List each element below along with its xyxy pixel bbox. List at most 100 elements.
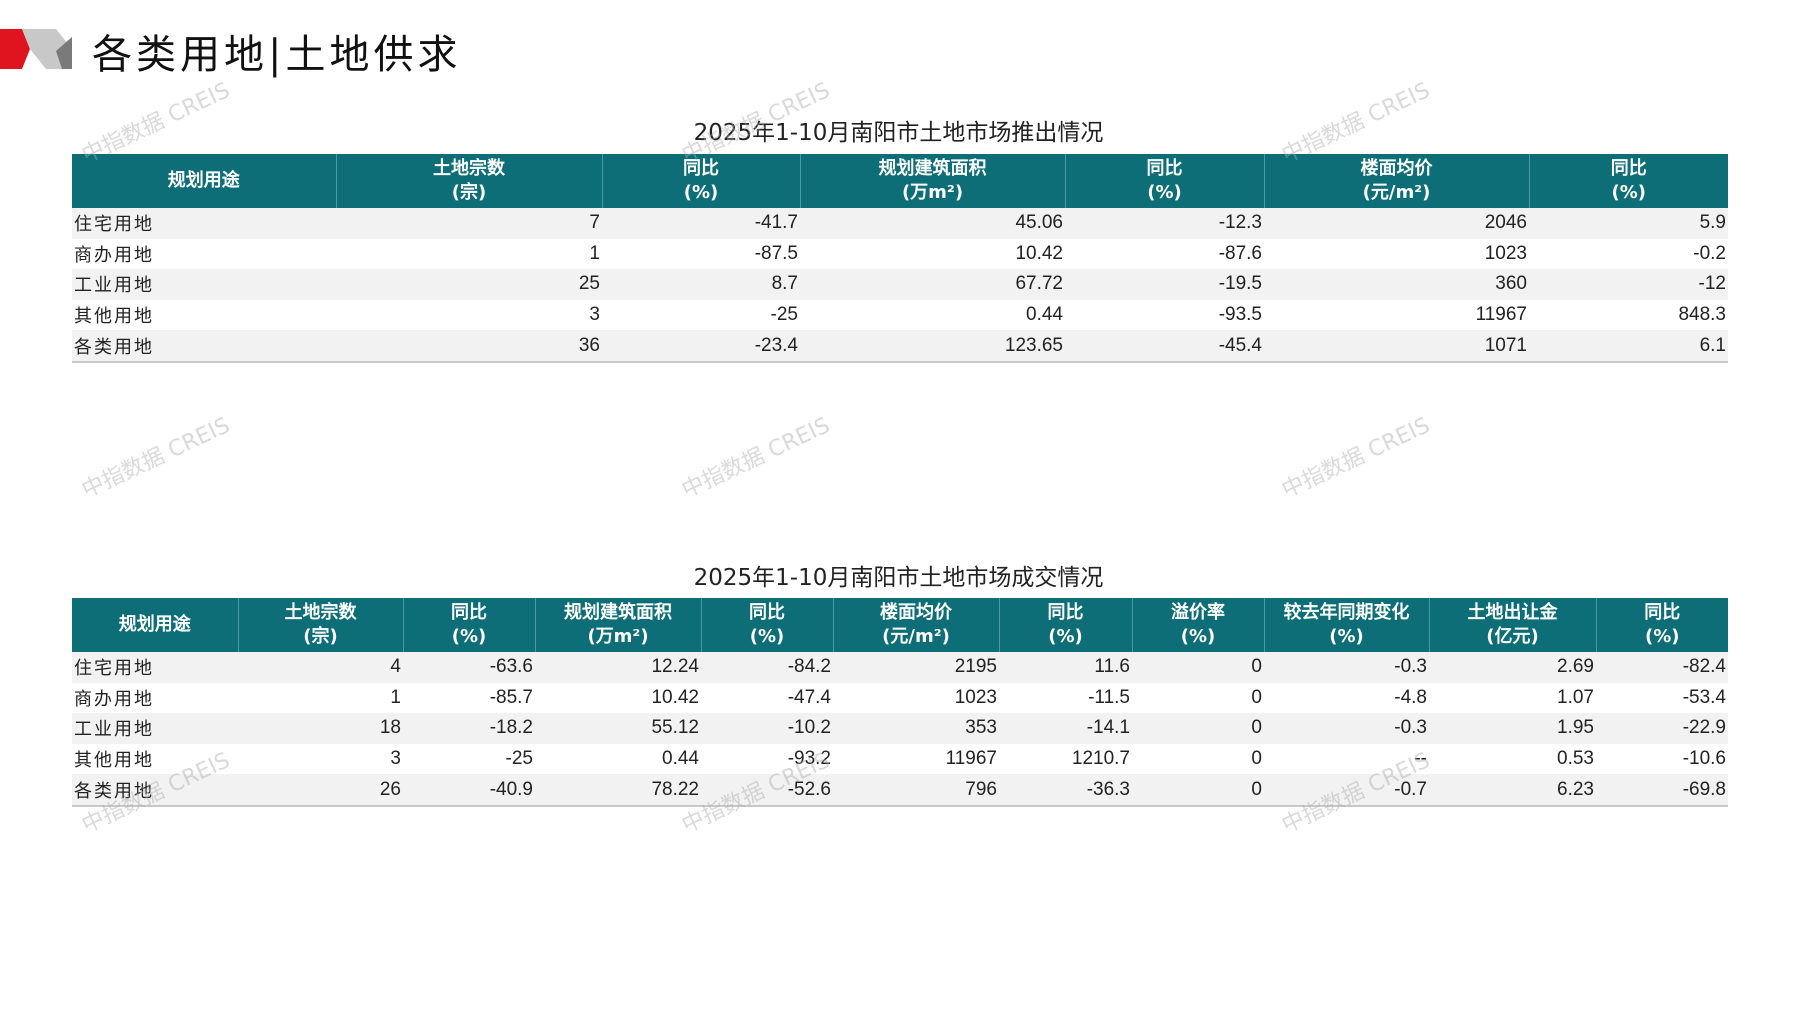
table-cell: -14.1 xyxy=(999,713,1132,744)
table-cell: 0.53 xyxy=(1557,748,1594,770)
table-row: 住宅用地 4 -63.6 12.24 -84.2 2195 11.6 0 -0.3 2.69 -82… xyxy=(72,652,1728,683)
table-cell: -40.9 xyxy=(403,774,535,807)
brand-logo xyxy=(0,29,72,69)
table-cell: 796 xyxy=(833,774,999,807)
table-cell: 1 xyxy=(589,242,600,264)
table-cell: 26 xyxy=(238,774,403,807)
table-cell: -93.5 xyxy=(1218,304,1262,326)
table-cell: 1.95 xyxy=(1429,713,1596,744)
table-cell: -12 xyxy=(1529,269,1728,300)
table-cell: -45.4 xyxy=(1065,330,1264,363)
table-cell: -0.2 xyxy=(1693,242,1726,264)
table-cell: 360 xyxy=(1264,269,1529,300)
table-cell: 78.22 xyxy=(535,774,701,807)
deal-table-title: 2025年1-10月南阳市土地市场成交情况 xyxy=(693,565,1104,591)
row-label: 工业用地 xyxy=(72,713,238,744)
table-cell: 1 xyxy=(390,686,401,708)
row-label: 商办用地 xyxy=(74,244,154,266)
table-cell: 1023 xyxy=(954,686,997,708)
table-cell: 67.72 xyxy=(800,269,1065,300)
table-cell: 11967 xyxy=(1475,304,1527,326)
table-cell: 0 xyxy=(1251,748,1262,770)
row-label: 工业用地 xyxy=(72,269,336,300)
table-cell: -52.6 xyxy=(701,774,833,807)
supply-table-title: 2025年1-10月南阳市土地市场推出情况 xyxy=(693,120,1104,146)
land-supply-table: 规划用途 土地宗数 (宗) 同比 (%) 规划建筑面积 (万m²) 同比 (%) 楼面均价 (元/m… xyxy=(72,154,1728,363)
column-header: 同比 (%) xyxy=(1064,154,1264,208)
table-row: 其他用地 3 -25 0.44 -93.2 11967 1210.7 0 -- 0.53 -10.6 xyxy=(72,744,1728,775)
table-row: 商办用地 1 -87.5 10.42 -87.6 1023 -0.2 xyxy=(72,239,1728,270)
table-cell: 12.24 xyxy=(535,652,701,683)
table-cell: 1071 xyxy=(1264,330,1529,363)
column-header: 溢价率 (%) xyxy=(1131,598,1264,652)
table-cell: -36.3 xyxy=(999,774,1132,807)
table-row: 各类用地 26 -40.9 78.22 -52.6 796 -36.3 0 -0.7 6.23 -6… xyxy=(72,774,1728,807)
table-cell: 2046 xyxy=(1264,208,1529,239)
column-header: 土地出让金 (亿元) xyxy=(1428,598,1596,652)
row-label: 商办用地 xyxy=(74,688,154,710)
table-cell: 25 xyxy=(336,269,602,300)
column-header: 土地宗数 (宗) xyxy=(237,598,403,652)
table-cell: -11.5 xyxy=(1088,686,1130,708)
table-cell: -- xyxy=(1414,748,1427,770)
table-cell: -47.4 xyxy=(787,686,831,708)
table-cell: -84.2 xyxy=(701,652,833,683)
table-cell: 0 xyxy=(1251,686,1262,708)
column-header: 较去年同期变化 (%) xyxy=(1263,598,1429,652)
column-header: 规划用途 xyxy=(72,154,336,208)
column-header: 规划建筑面积 (万m²) xyxy=(534,598,701,652)
table-cell: 3 xyxy=(589,304,600,326)
table-cell: 4 xyxy=(238,652,403,683)
table-cell: 0.44 xyxy=(662,748,699,770)
table-cell: -25 xyxy=(505,748,533,770)
table-cell: 6.1 xyxy=(1529,330,1728,363)
watermark: 中指数据 CREIS xyxy=(678,413,834,504)
table-row: 工业用地 25 8.7 67.72 -19.5 360 -12 xyxy=(72,269,1728,300)
table-cell: -10.6 xyxy=(1682,748,1726,770)
table-cell: 848.3 xyxy=(1678,304,1726,326)
table-cell: 0 xyxy=(1132,713,1264,744)
watermark: 中指数据 CREIS xyxy=(78,413,234,504)
table-cell: 7 xyxy=(336,208,602,239)
table-cell: -69.8 xyxy=(1596,774,1728,807)
table-row: 住宅用地 7 -41.7 45.06 -12.3 2046 5.9 xyxy=(72,208,1728,239)
column-header: 楼面均价 (元/m²) xyxy=(1263,154,1529,208)
table-cell: 0.44 xyxy=(1026,304,1063,326)
table-cell: -0.3 xyxy=(1264,713,1429,744)
table-cell: -93.2 xyxy=(787,748,831,770)
table-cell: 353 xyxy=(833,713,999,744)
column-header: 规划用途 xyxy=(72,598,238,652)
table-cell: 36 xyxy=(336,330,602,363)
watermark: 中指数据 CREIS xyxy=(1278,413,1434,504)
column-header: 土地宗数 (宗) xyxy=(335,154,602,208)
table-cell: -4.8 xyxy=(1394,686,1427,708)
table-cell: -0.3 xyxy=(1264,652,1429,683)
table-cell: 45.06 xyxy=(800,208,1065,239)
table-cell: -87.5 xyxy=(754,242,798,264)
table-row: 商办用地 1 -85.7 10.42 -47.4 1023 -11.5 0 -4.8 1.07 -5… xyxy=(72,683,1728,714)
row-label: 住宅用地 xyxy=(72,208,336,239)
table-cell: 5.9 xyxy=(1529,208,1728,239)
table-cell: -87.6 xyxy=(1218,242,1262,264)
table-cell: 1023 xyxy=(1484,242,1527,264)
column-header: 同比 (%) xyxy=(700,598,833,652)
table-cell: -22.9 xyxy=(1596,713,1728,744)
column-header: 楼面均价 (元/m²) xyxy=(832,598,999,652)
table-cell: -85.7 xyxy=(489,686,533,708)
table-cell: 0 xyxy=(1132,652,1264,683)
page-title: 各类用地|土地供求 xyxy=(92,32,462,78)
table-cell: 6.23 xyxy=(1429,774,1596,807)
table-row: 各类用地 36 -23.4 123.65 -45.4 1071 6.1 xyxy=(72,330,1728,363)
land-deal-table: 规划用途 土地宗数 (宗) 同比 (%) 规划建筑面积 (万m²) 同比 (%) 楼面均价 (元/m… xyxy=(72,598,1728,807)
column-header: 同比 (%) xyxy=(601,154,800,208)
table-cell: -23.4 xyxy=(602,330,800,363)
table-cell: 123.65 xyxy=(800,330,1065,363)
table-cell: 1210.7 xyxy=(1071,748,1130,770)
table-cell: 10.42 xyxy=(1015,242,1063,264)
table-cell: -25 xyxy=(770,304,798,326)
table-cell: -41.7 xyxy=(602,208,800,239)
column-header: 同比 (%) xyxy=(998,598,1132,652)
table-cell: -0.7 xyxy=(1264,774,1429,807)
table-cell: -63.6 xyxy=(403,652,535,683)
column-header: 规划建筑面积 (万m²) xyxy=(799,154,1065,208)
